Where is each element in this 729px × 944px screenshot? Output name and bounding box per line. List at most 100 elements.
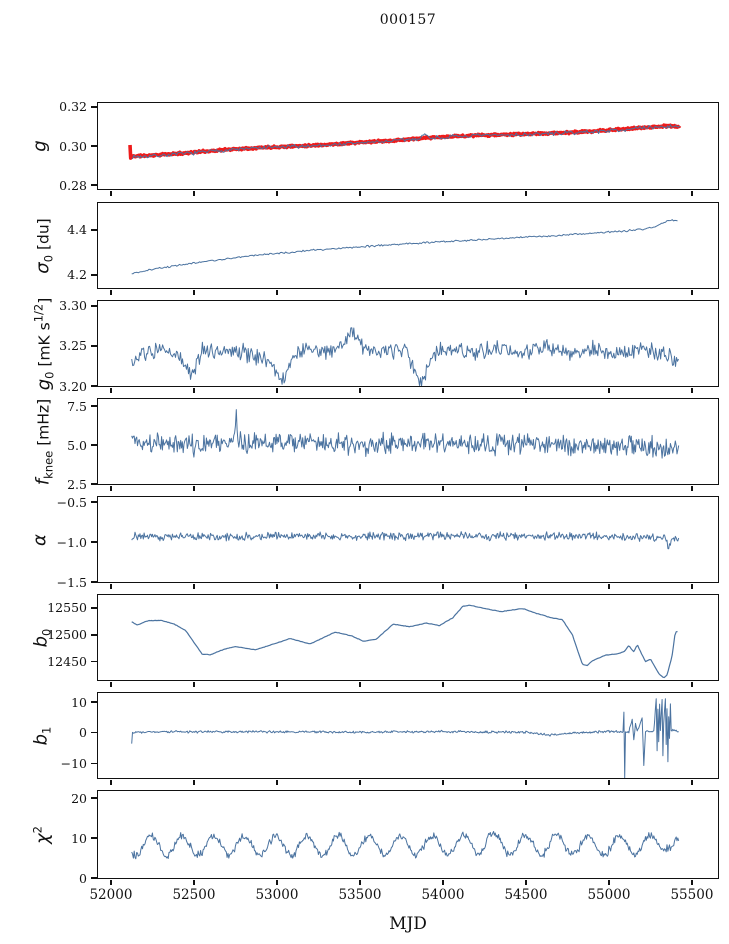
x-tick-label: 52000 bbox=[89, 887, 133, 903]
y-tick bbox=[90, 701, 97, 703]
x-tick bbox=[442, 190, 444, 196]
y-label-segment: 1 bbox=[39, 726, 54, 734]
x-tick bbox=[359, 879, 361, 885]
x-tick-label: 55500 bbox=[670, 887, 714, 903]
y-label-segment: α bbox=[29, 533, 51, 546]
x-tick bbox=[359, 485, 361, 491]
x-tick bbox=[608, 387, 610, 393]
series-sigma0 bbox=[131, 218, 678, 274]
y-tick bbox=[90, 385, 97, 387]
y-tick-label: 4.2 bbox=[67, 267, 87, 283]
x-tick-label: 55000 bbox=[587, 887, 631, 903]
x-tick bbox=[691, 485, 693, 491]
x-tick bbox=[110, 779, 112, 785]
x-tick bbox=[110, 485, 112, 491]
x-tick bbox=[525, 190, 527, 196]
y-label-segment: 2 bbox=[30, 825, 45, 833]
series-g-smoothed-red bbox=[127, 122, 681, 160]
x-tick-label: 53500 bbox=[338, 887, 382, 903]
x-tick bbox=[359, 289, 361, 295]
y-axis-label-fknee: fknee [mHz] bbox=[33, 398, 56, 484]
y-axis-label-b1: b1 bbox=[31, 726, 54, 745]
x-tick bbox=[110, 879, 112, 885]
y-label-segment: σ bbox=[32, 261, 54, 274]
y-label-segment: ] bbox=[35, 297, 54, 304]
y-label-segment: [du] bbox=[34, 217, 53, 255]
panel-g-plot bbox=[127, 122, 681, 160]
y-tick-label: 0 bbox=[79, 725, 87, 741]
figure-title: 000157 bbox=[379, 12, 437, 28]
y-tick bbox=[90, 405, 97, 407]
x-tick bbox=[110, 289, 112, 295]
y-tick bbox=[90, 607, 97, 609]
y-axis-label-alpha: α bbox=[30, 534, 51, 546]
y-tick-label: 0 bbox=[79, 870, 87, 886]
y-tick-label: 0.28 bbox=[59, 177, 87, 193]
y-tick bbox=[90, 305, 97, 307]
y-label-segment: f bbox=[32, 478, 54, 485]
x-tick bbox=[442, 485, 444, 491]
x-tick bbox=[193, 779, 195, 785]
x-tick bbox=[691, 289, 693, 295]
y-tick-label: 2.5 bbox=[67, 476, 87, 492]
y-label-segment: 0 bbox=[41, 254, 56, 262]
y-tick-label: −1.0 bbox=[56, 534, 87, 550]
panel-b1 bbox=[96, 691, 719, 779]
x-tick bbox=[691, 387, 693, 393]
y-axis-label-b0: b0 bbox=[31, 628, 54, 647]
y-tick bbox=[90, 541, 97, 543]
x-tick bbox=[525, 387, 527, 393]
x-tick bbox=[691, 583, 693, 589]
x-tick bbox=[608, 681, 610, 687]
y-tick-label: 10 bbox=[71, 830, 87, 846]
panel-g0-plot bbox=[130, 326, 679, 386]
x-tick bbox=[110, 387, 112, 393]
y-tick bbox=[90, 229, 97, 231]
x-tick bbox=[359, 583, 361, 589]
x-tick bbox=[193, 583, 195, 589]
panel-chi2 bbox=[96, 789, 719, 879]
x-tick bbox=[525, 583, 527, 589]
y-tick bbox=[90, 345, 97, 347]
panel-alpha-plot bbox=[130, 530, 679, 549]
x-tick bbox=[691, 879, 693, 885]
y-tick-label: −1.5 bbox=[56, 574, 87, 590]
y-tick-label: 12500 bbox=[47, 627, 87, 643]
y-label-segment: [mHz] bbox=[34, 398, 53, 451]
x-tick bbox=[110, 190, 112, 196]
y-label-segment: 1/2 bbox=[31, 303, 46, 322]
y-tick bbox=[90, 660, 97, 663]
x-tick bbox=[276, 190, 278, 196]
x-tick bbox=[359, 681, 361, 687]
x-tick bbox=[276, 289, 278, 295]
y-label-segment: knee bbox=[41, 450, 56, 479]
y-tick-label: 10 bbox=[71, 694, 87, 710]
y-tick-label: 12550 bbox=[47, 600, 87, 616]
panel-fknee-plot bbox=[130, 408, 679, 459]
panel-sigma0-plot bbox=[131, 218, 678, 274]
x-tick bbox=[276, 681, 278, 687]
y-axis-label-chi2: χ2 bbox=[31, 826, 54, 844]
series-chi2 bbox=[130, 830, 679, 859]
x-tick bbox=[608, 289, 610, 295]
y-label-segment: 0 bbox=[42, 371, 57, 379]
y-tick-label: −0.5 bbox=[56, 494, 87, 510]
x-tick bbox=[193, 681, 195, 687]
y-tick bbox=[90, 731, 97, 734]
x-tick bbox=[442, 583, 444, 589]
y-tick bbox=[90, 581, 97, 583]
x-tick bbox=[608, 879, 610, 885]
x-axis-title: MJD bbox=[389, 914, 427, 934]
panel-g0 bbox=[96, 299, 719, 387]
series-g0 bbox=[130, 326, 679, 386]
x-tick bbox=[525, 681, 527, 687]
y-label-segment: g bbox=[29, 140, 51, 152]
x-tick bbox=[110, 583, 112, 589]
panel-b0-plot bbox=[130, 604, 678, 678]
x-tick bbox=[276, 879, 278, 885]
x-tick-label: 53000 bbox=[255, 887, 299, 903]
y-tick-label: 4.4 bbox=[67, 222, 87, 238]
x-tick bbox=[276, 387, 278, 393]
x-tick bbox=[359, 190, 361, 196]
